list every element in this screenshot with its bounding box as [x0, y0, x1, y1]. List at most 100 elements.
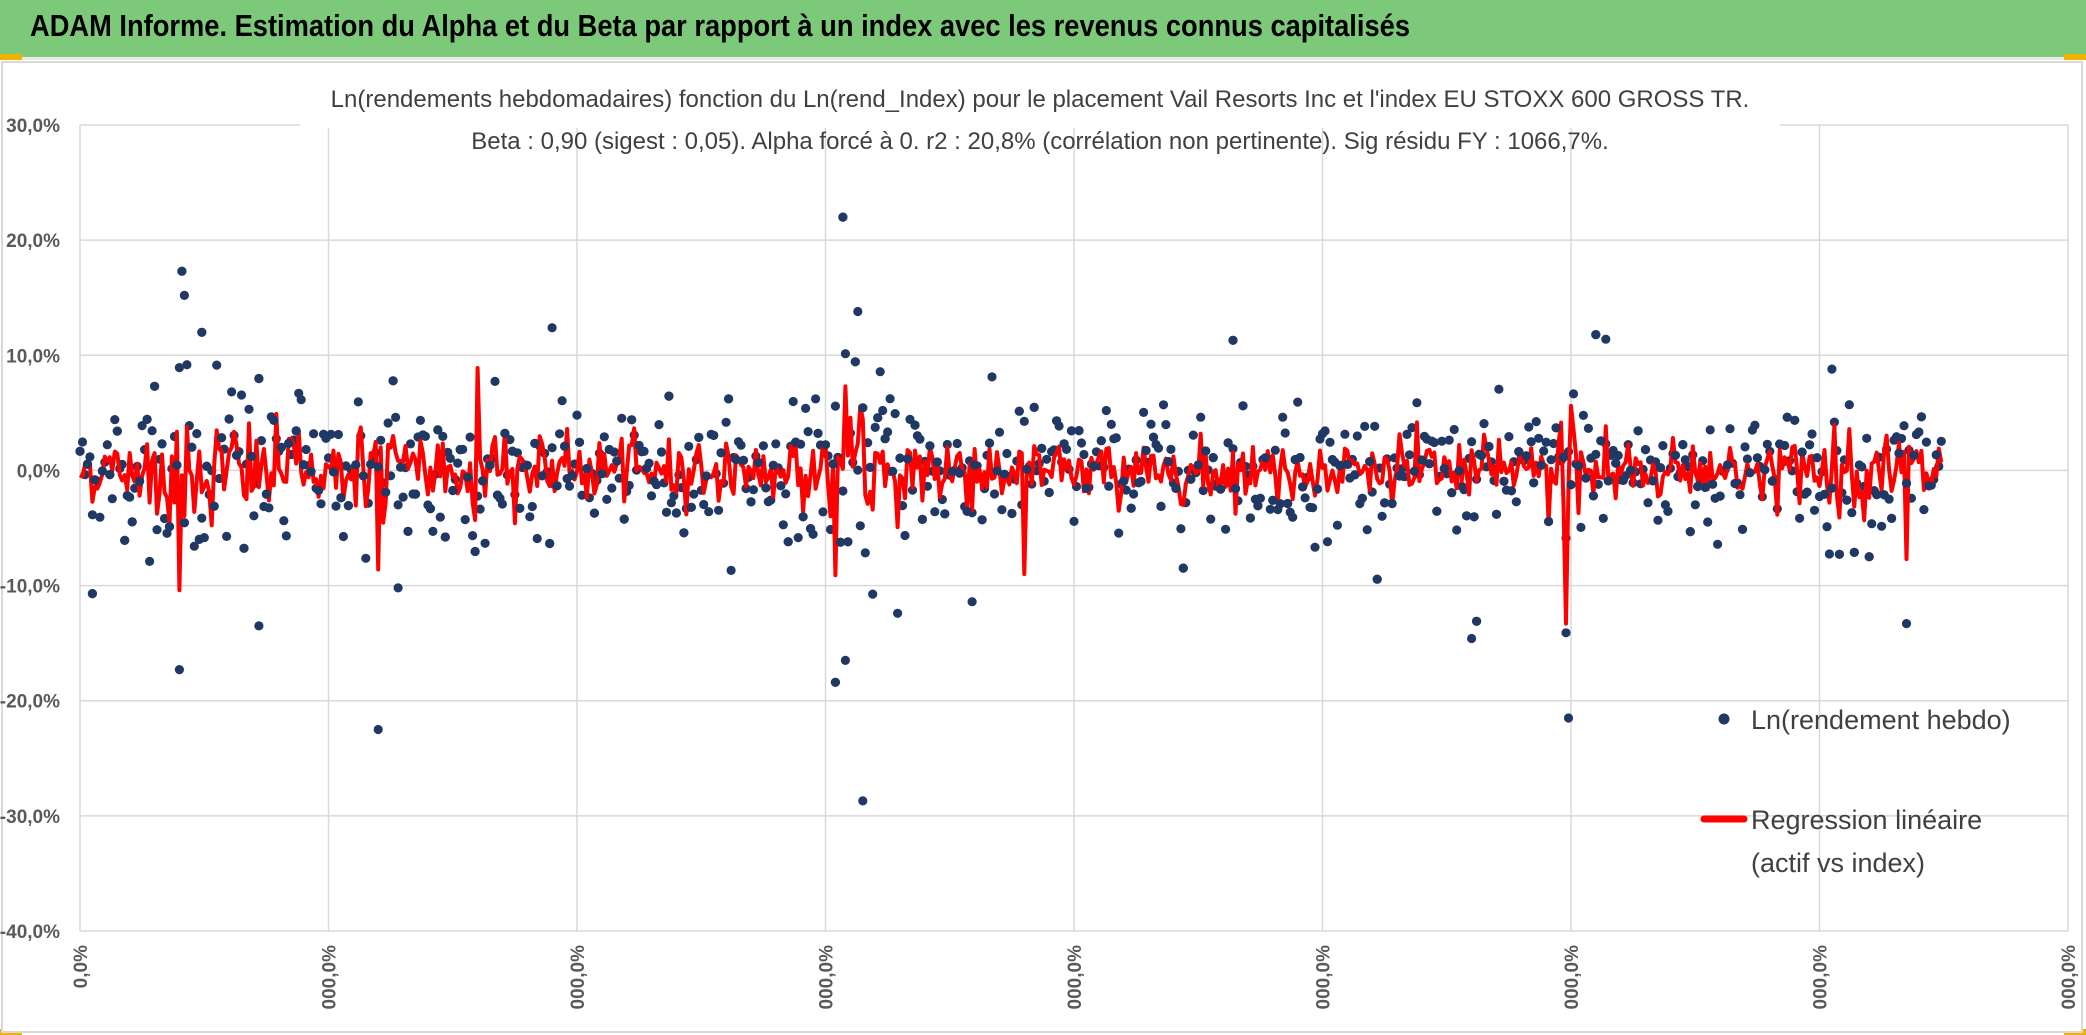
- scatter-point: [838, 486, 848, 496]
- scatter-point: [1618, 475, 1628, 485]
- scatter-point: [1412, 398, 1422, 408]
- scatter-point: [505, 435, 515, 445]
- scatter-point: [801, 403, 811, 413]
- x-tick-label: 0,0%: [71, 945, 92, 988]
- scatter-point: [396, 462, 406, 472]
- scatter-point: [227, 387, 237, 397]
- scatter-point: [217, 433, 227, 443]
- regression-series: [75, 212, 1944, 687]
- scatter-point: [1740, 442, 1750, 452]
- scatter-point: [955, 468, 965, 478]
- scatter-point: [1896, 433, 1907, 444]
- scatter-point: [1670, 450, 1680, 460]
- scatter-point: [761, 483, 771, 493]
- scatter-point: [828, 459, 838, 469]
- scatter-point: [1802, 487, 1812, 497]
- scatter-point: [1290, 455, 1300, 465]
- scatter-point: [646, 491, 657, 501]
- scatter-point: [830, 401, 841, 411]
- scatter-point: [1360, 421, 1370, 431]
- scatter-point: [666, 498, 677, 508]
- scatter-point: [701, 471, 711, 481]
- scatter-point: [358, 471, 368, 481]
- scatter-point: [1275, 499, 1285, 509]
- scatter-point: [994, 427, 1005, 437]
- scatter-point: [1014, 406, 1024, 416]
- scatter-point: [1750, 420, 1760, 430]
- scatter-point: [1745, 468, 1755, 478]
- scatter-point: [1596, 436, 1606, 446]
- scatter-point: [1310, 542, 1320, 552]
- scatter-point: [1370, 421, 1380, 431]
- scatter-point: [1544, 516, 1554, 527]
- scatter-point: [1909, 450, 1919, 460]
- scatter-point: [1335, 461, 1345, 471]
- scatter-point: [470, 546, 480, 557]
- scatter-point: [299, 460, 309, 470]
- scatter-point: [105, 470, 115, 480]
- scatter-point: [736, 440, 746, 450]
- scatter-point: [1380, 498, 1390, 508]
- scatter-point: [890, 409, 900, 419]
- chart-area: 30,0% 20,0% 10,0% 0,0% -10,0% -20,0% -30,0% -40…: [0, 61, 2083, 1033]
- scatter-point: [671, 508, 682, 518]
- scatter-point: [1894, 448, 1904, 458]
- scatter-point: [902, 454, 913, 464]
- scatter-point: [1877, 521, 1887, 531]
- scatter-point: [110, 415, 120, 425]
- scatter-point: [1812, 453, 1822, 463]
- scatter-point: [1919, 505, 1929, 515]
- scatter-point: [1566, 480, 1576, 490]
- scatter-point: [547, 323, 557, 333]
- scatter-point: [1066, 426, 1077, 436]
- scatter-point: [1255, 493, 1265, 503]
- scatter-point: [1805, 440, 1815, 450]
- scatter-point: [391, 412, 401, 422]
- scatter-point: [361, 553, 371, 563]
- scatter-point: [873, 413, 883, 423]
- scatter-point: [1936, 436, 1946, 446]
- scatter-point: [435, 512, 445, 522]
- scatter-point: [1424, 459, 1434, 469]
- scatter-point: [776, 481, 786, 491]
- scatter-point: [989, 489, 1000, 499]
- scatter-point: [1437, 436, 1447, 446]
- scatter-point: [1462, 511, 1472, 521]
- scatter-point: [1715, 491, 1725, 501]
- scatter-point: [1541, 437, 1551, 447]
- scatter-point: [1161, 420, 1171, 430]
- scatter-point: [1658, 441, 1668, 451]
- scatter-point: [468, 531, 478, 541]
- scatter-point: [1188, 430, 1198, 440]
- x-tick-label: 000,0%: [1562, 945, 1583, 1010]
- scatter-point: [1762, 439, 1772, 449]
- scatter-point: [1268, 495, 1278, 505]
- scatter-point: [1134, 478, 1144, 488]
- scatter-point: [418, 430, 428, 440]
- scatter-point: [174, 665, 184, 675]
- scatter-point: [82, 459, 93, 469]
- scatter-point: [1563, 713, 1574, 723]
- scatter-point: [1521, 451, 1531, 461]
- scatter-point: [1409, 466, 1419, 476]
- scatter-point: [545, 538, 555, 549]
- scatter-point: [1601, 334, 1611, 344]
- scatter-point: [746, 497, 756, 507]
- scatter-point: [497, 499, 507, 509]
- scatter-point: [1325, 437, 1335, 447]
- scatter-point: [373, 724, 383, 735]
- scatter-point: [1022, 464, 1032, 474]
- scatter-point: [1887, 513, 1897, 523]
- scatter-point: [1511, 497, 1521, 507]
- scatter-point: [87, 510, 97, 520]
- scatter-point: [748, 485, 759, 495]
- scatter-point: [1857, 462, 1867, 472]
- scatter-point: [1640, 445, 1651, 455]
- scatter-point: [1742, 454, 1752, 464]
- scatter-point: [1221, 524, 1231, 534]
- scatter-point: [1924, 481, 1934, 491]
- scatter-point: [1111, 433, 1121, 443]
- scatter-point: [726, 565, 736, 575]
- scatter-point: [1156, 501, 1166, 511]
- scatter-point: [617, 413, 627, 423]
